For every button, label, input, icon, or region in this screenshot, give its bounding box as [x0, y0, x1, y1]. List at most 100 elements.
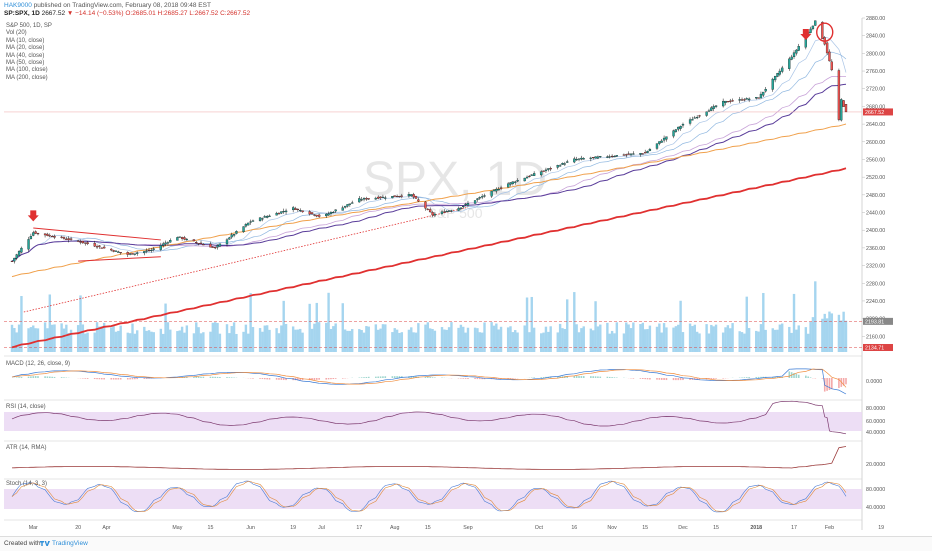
candle-body: [592, 157, 594, 158]
candle-body: [465, 204, 467, 205]
macd-hist-bar: [314, 378, 316, 380]
legend-item[interactable]: MA (10, close): [6, 38, 44, 45]
volume-bar: [382, 324, 384, 352]
volume-bar: [772, 328, 774, 352]
volume-bar: [129, 333, 131, 352]
candle-body: [295, 208, 297, 209]
volume-bar: [790, 333, 792, 352]
macd-hist-bar: [479, 378, 481, 379]
macd-hist-bar: [84, 378, 86, 379]
volume-bar: [327, 293, 329, 352]
candle-body: [120, 252, 122, 253]
candle-body: [708, 111, 710, 112]
macd-hist-bar: [61, 377, 63, 378]
volume-bar: [160, 329, 162, 352]
legend-item[interactable]: MA (100, close): [6, 67, 48, 74]
macd-hist-bar: [259, 378, 261, 379]
volume-bar: [391, 332, 393, 352]
volume-bar: [342, 303, 344, 352]
volume-bar: [379, 329, 381, 352]
volume-bar: [167, 322, 169, 352]
x-tick-label: Aug: [390, 525, 399, 531]
candle-body: [30, 236, 32, 239]
macd-hist-bar: [640, 378, 642, 379]
macd-hist-bar: [715, 378, 717, 379]
volume-bar: [646, 329, 648, 352]
candle-body: [561, 163, 563, 164]
volume-bar: [661, 333, 663, 352]
volume-bar: [724, 327, 726, 352]
volume-bar: [675, 326, 677, 352]
macd-hist-bar: [96, 378, 98, 379]
candle-body: [677, 127, 679, 129]
candle-body: [269, 216, 271, 217]
legend-item[interactable]: MA (50, close): [6, 60, 44, 67]
macd-hist-bar: [434, 377, 436, 378]
candle-body: [755, 97, 757, 98]
volume-bar: [280, 325, 282, 352]
candle-body: [727, 101, 729, 102]
macd-hist-bar: [590, 376, 592, 378]
macd-hist-bar: [713, 378, 715, 379]
macd-hist-bar: [266, 378, 268, 379]
candle-body: [779, 71, 781, 74]
volume-bar: [247, 334, 249, 352]
candle-body: [162, 244, 164, 246]
macd-hist-bar: [134, 378, 136, 379]
candle-body: [597, 157, 599, 159]
rsi-label: RSI (14, close): [6, 404, 46, 410]
candle-body: [491, 191, 493, 196]
volume-bar: [542, 333, 544, 352]
volume-bar: [743, 334, 745, 352]
macd-hist-bar: [18, 377, 20, 378]
candle-body: [665, 137, 667, 139]
volume-bar: [575, 324, 577, 352]
tradingview-brand[interactable]: TradingView: [52, 540, 88, 547]
candle-body: [363, 198, 365, 199]
candle-body: [368, 198, 370, 199]
candle-body: [195, 242, 197, 243]
candle-body: [741, 100, 743, 101]
legend-item[interactable]: MA (20, close): [6, 45, 44, 52]
macd-hist-bar: [744, 377, 746, 378]
candle-body: [647, 151, 649, 153]
macd-label: MACD (12, 26, close, 9): [6, 361, 70, 367]
macd-hist-bar: [127, 378, 129, 379]
candle-body: [375, 198, 377, 199]
candle-body: [524, 178, 526, 181]
candle-body: [680, 126, 682, 128]
candle-body: [517, 180, 519, 181]
macd-hist-bar: [611, 377, 613, 378]
candle-body: [616, 155, 618, 156]
legend-item[interactable]: MA (200, close): [6, 75, 48, 82]
legend-item[interactable]: S&P 500, 1D, SP: [6, 23, 52, 30]
candle-body: [51, 236, 53, 237]
candle-body: [642, 154, 644, 155]
volume-bar: [412, 332, 414, 352]
legend-item[interactable]: Vol (20): [6, 30, 27, 37]
candle-body: [656, 144, 658, 149]
macd-hist-bar: [592, 376, 594, 378]
x-tick-label: 15: [713, 525, 719, 531]
volume-bar: [746, 297, 748, 352]
volume-bar: [729, 328, 731, 352]
macd-hist-bar: [656, 378, 658, 380]
volume-bar: [812, 317, 814, 352]
candle-body: [13, 258, 15, 261]
volume-bar: [164, 304, 166, 352]
macd-hist-bar: [607, 377, 609, 378]
legend-item[interactable]: MA (40, close): [6, 53, 44, 60]
volume-bar: [228, 333, 230, 352]
volume-bar: [358, 329, 360, 352]
candle-body: [87, 242, 89, 243]
volume-bar: [838, 315, 840, 352]
volume-bar: [311, 329, 313, 352]
macd-hist-bar: [129, 378, 131, 379]
volume-bar: [497, 329, 499, 352]
volume-bar: [682, 332, 684, 352]
macd-hist-bar: [711, 378, 713, 379]
macd-hist-bar: [460, 378, 462, 379]
macd-hist-bar: [583, 376, 585, 378]
volume-bar: [79, 295, 81, 352]
candle-body: [384, 198, 386, 199]
